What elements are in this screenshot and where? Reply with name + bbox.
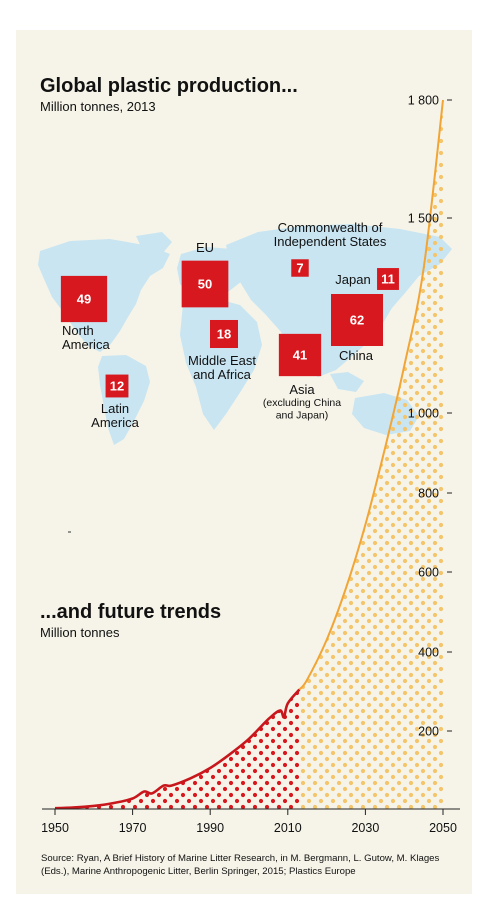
map-title: Global plastic production... xyxy=(40,75,298,97)
region-label: America xyxy=(62,337,110,352)
y-tick-label: 1 500 xyxy=(408,212,439,226)
region-value: 11 xyxy=(381,272,395,287)
region-box xyxy=(181,260,229,308)
series-historical-area xyxy=(55,689,300,809)
x-tick-label: 2030 xyxy=(351,821,379,835)
chart-axes: 1950 1970 1990 2010 2030 2050 200 400 600 800 1 00… xyxy=(41,94,460,835)
y-tick-label: 1 800 xyxy=(408,94,439,108)
x-tick-label: 1950 xyxy=(41,821,69,835)
region-china: 62 China xyxy=(331,294,383,363)
region-box xyxy=(278,333,322,377)
y-tick-label: 800 xyxy=(418,487,439,501)
chart-ylabel: Million tonnes xyxy=(40,625,120,640)
southeast-asia-land xyxy=(330,372,364,392)
region-label: America xyxy=(91,415,139,430)
region-note: (excluding China xyxy=(263,397,341,409)
y-tick-label: 400 xyxy=(418,646,439,660)
region-label: Asia xyxy=(289,382,315,397)
africa-land xyxy=(180,298,262,430)
chart-title: ...and future trends xyxy=(40,601,221,623)
region-box xyxy=(377,268,399,290)
series-projection-line xyxy=(298,99,444,691)
source-note: Source: Ryan, A Brief History of Marine … xyxy=(41,853,440,877)
chart-lines xyxy=(54,99,444,810)
greenland-land xyxy=(136,232,172,254)
region-value: 50 xyxy=(198,277,212,292)
south-america-land xyxy=(98,355,150,445)
y-tick-label: 1 000 xyxy=(408,407,439,421)
x-tick-label: 1990 xyxy=(196,821,224,835)
region-label: and Africa xyxy=(193,367,252,382)
region-box xyxy=(291,259,309,277)
region-label: EU xyxy=(196,240,214,255)
region-japan: 11 Japan xyxy=(335,268,399,290)
x-tick-label: 2050 xyxy=(429,821,457,835)
region-label: Middle East xyxy=(188,353,256,368)
region-value: 12 xyxy=(110,379,124,394)
y-tick-label: 600 xyxy=(418,566,439,580)
region-box xyxy=(331,294,383,346)
region-note: and Japan) xyxy=(276,410,329,422)
region-value: 18 xyxy=(217,327,231,342)
region-label: Commonwealth of xyxy=(278,220,383,235)
region-eu: 50 EU xyxy=(181,240,229,308)
series-projection-area xyxy=(299,100,443,809)
region-label: North xyxy=(62,323,94,338)
x-tick-label: 2010 xyxy=(274,821,302,835)
region-value: 41 xyxy=(293,348,307,363)
map-subtitle: Million tonnes, 2013 xyxy=(40,99,156,114)
region-box xyxy=(105,374,129,398)
region-label: Independent States xyxy=(274,234,387,249)
region-value: 62 xyxy=(350,313,364,328)
series-historical-line xyxy=(54,688,301,810)
x-tick-label: 1970 xyxy=(119,821,147,835)
y-tick-label: 200 xyxy=(418,725,439,739)
region-markers: 49NorthAmerica12LatinAmerica50EU18Middle… xyxy=(60,220,399,430)
region-label: China xyxy=(339,348,374,363)
region-box xyxy=(209,319,239,349)
region-value: 49 xyxy=(77,292,91,307)
region-box xyxy=(60,275,108,323)
region-label: Japan xyxy=(335,272,370,287)
region-value: 7 xyxy=(296,261,303,276)
chart-areas xyxy=(55,100,443,809)
region-label: Latin xyxy=(101,401,129,416)
